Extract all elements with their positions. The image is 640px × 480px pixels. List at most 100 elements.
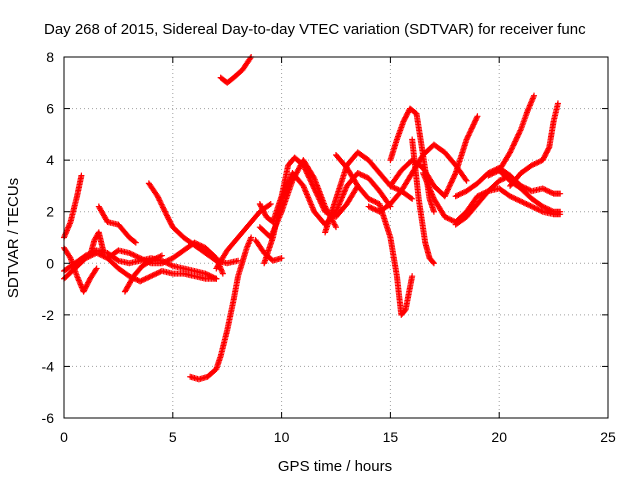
plus-marker	[516, 130, 523, 137]
plus-marker	[441, 193, 448, 200]
y-tick-label: -6	[42, 410, 55, 426]
plus-marker	[356, 170, 363, 177]
plus-marker	[456, 191, 463, 198]
plus-marker	[159, 202, 166, 209]
plus-marker	[137, 278, 144, 285]
plus-marker	[157, 253, 164, 260]
plus-marker	[549, 190, 556, 197]
series-pass-26	[485, 92, 538, 179]
plus-marker	[516, 128, 523, 135]
plus-marker	[156, 197, 163, 204]
plus-marker	[450, 175, 457, 182]
plus-marker	[507, 148, 514, 155]
plus-marker	[213, 275, 220, 282]
plus-marker	[306, 174, 313, 181]
plus-marker	[368, 197, 375, 204]
plus-marker	[496, 177, 503, 184]
plus-marker	[509, 194, 516, 201]
x-tick-label: 15	[383, 429, 399, 445]
plus-marker	[511, 195, 518, 202]
plus-marker	[360, 172, 367, 179]
y-tick-label: -2	[42, 307, 55, 323]
plus-marker	[369, 205, 376, 212]
plus-marker	[498, 176, 505, 183]
plus-marker	[332, 222, 339, 229]
plus-marker	[454, 192, 461, 199]
y-axis-label: SDTVAR / TECUs	[5, 178, 22, 298]
plus-marker	[539, 185, 546, 192]
plus-marker	[535, 159, 542, 166]
plus-marker	[126, 249, 133, 256]
plus-marker	[447, 216, 454, 223]
plus-marker	[513, 196, 520, 203]
plus-marker	[462, 176, 469, 183]
plus-marker	[219, 270, 226, 277]
plus-marker	[471, 120, 478, 127]
plus-marker	[156, 253, 163, 260]
plus-marker	[458, 190, 465, 197]
series-pass-28	[496, 167, 564, 215]
plus-marker	[156, 269, 163, 276]
series-pass-12	[213, 200, 274, 272]
x-tick-label: 0	[60, 429, 68, 445]
plus-marker	[534, 206, 541, 213]
plus-marker	[468, 126, 475, 133]
plus-marker	[469, 122, 476, 129]
plus-marker	[542, 204, 549, 211]
plus-marker	[445, 185, 452, 192]
plus-marker	[513, 135, 520, 142]
plus-marker	[160, 205, 167, 212]
plus-marker	[154, 269, 161, 276]
plus-marker	[354, 170, 361, 177]
plus-marker	[547, 189, 554, 196]
plus-marker	[452, 171, 459, 178]
plus-marker	[545, 145, 552, 152]
plus-marker	[146, 273, 153, 280]
plus-marker	[541, 204, 548, 211]
plus-marker	[146, 258, 153, 265]
plus-marker	[537, 207, 543, 214]
series-pass-19	[365, 141, 470, 215]
plus-marker	[468, 125, 475, 132]
plus-marker	[114, 256, 121, 263]
plus-marker	[310, 173, 317, 180]
plus-marker	[306, 175, 313, 182]
plus-marker	[464, 133, 471, 140]
plus-marker	[132, 239, 139, 246]
plus-marker	[93, 265, 100, 272]
plus-marker	[361, 173, 368, 180]
plus-marker	[463, 177, 470, 184]
plus-marker	[512, 138, 519, 145]
plus-marker	[164, 257, 171, 264]
plus-marker	[489, 170, 496, 177]
plus-marker	[445, 186, 451, 193]
plus-marker	[129, 251, 135, 258]
plus-marker	[160, 259, 167, 266]
plus-marker	[530, 204, 537, 211]
plus-marker	[509, 143, 516, 150]
plus-marker	[407, 194, 414, 201]
plus-marker	[474, 113, 481, 120]
plus-marker	[511, 139, 518, 146]
plus-marker	[152, 255, 159, 262]
plus-marker	[409, 273, 416, 280]
plus-marker	[369, 197, 376, 204]
plus-marker	[549, 208, 556, 215]
x-tick-label: 20	[491, 429, 507, 445]
plus-marker	[470, 121, 477, 128]
plus-marker	[155, 196, 162, 203]
plus-marker	[543, 205, 550, 212]
plus-marker	[531, 92, 538, 99]
plus-marker	[554, 100, 561, 107]
plus-marker	[508, 193, 515, 200]
plus-marker	[507, 149, 514, 156]
y-tick-label: 6	[46, 101, 54, 117]
plus-marker	[367, 204, 373, 211]
plus-marker	[158, 252, 165, 259]
plus-marker	[443, 189, 450, 196]
plus-marker	[391, 184, 398, 191]
plus-marker	[266, 201, 273, 208]
plus-marker	[153, 255, 160, 262]
plus-marker	[333, 224, 339, 231]
plus-marker	[135, 254, 142, 261]
